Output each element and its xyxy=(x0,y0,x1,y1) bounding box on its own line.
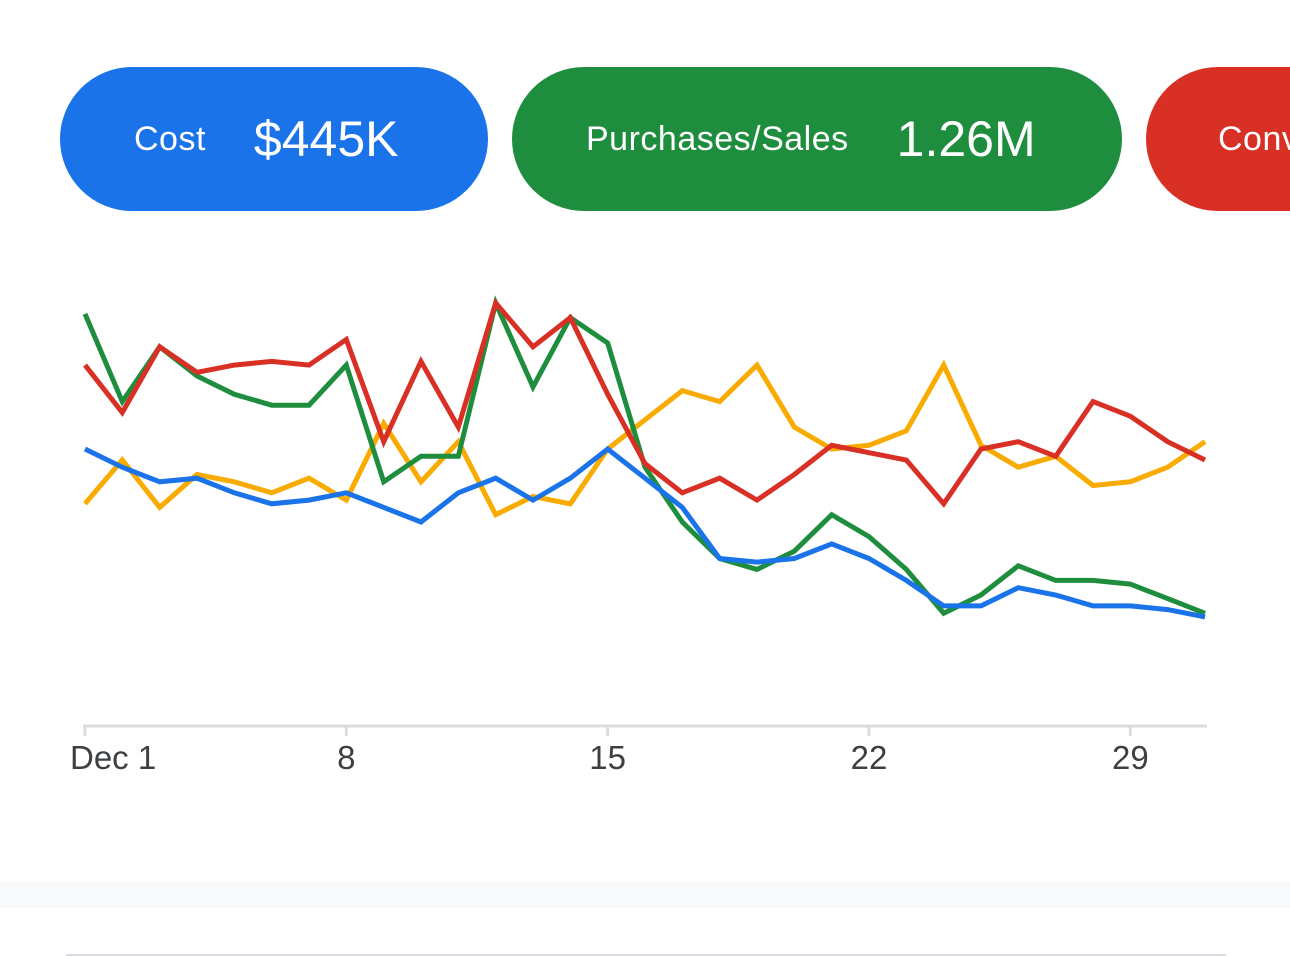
metric-chip-purchases[interactable]: Purchases/Sales 1.26M xyxy=(512,67,1122,211)
x-tick-label: Dec 1 xyxy=(70,739,156,776)
x-tick-label: 15 xyxy=(589,739,626,776)
metric-chip-purchases-value: 1.26M xyxy=(896,111,1036,167)
line-chart-svg: Dec 1 8 15 22 29 xyxy=(70,295,1207,776)
x-tick-label: 22 xyxy=(851,739,888,776)
divider xyxy=(66,954,1226,956)
series-line-4 xyxy=(83,445,1206,620)
metric-chip-cost[interactable]: Cost $445K xyxy=(60,67,488,211)
metric-chip-conversions[interactable]: Conv xyxy=(1146,67,1290,211)
line-chart: Dec 1 8 15 22 29 xyxy=(0,260,1290,800)
series-line-1 xyxy=(83,359,1207,519)
metric-chips: Cost $445K Purchases/Sales 1.26M Conv xyxy=(0,67,1290,211)
metric-chip-cost-label: Cost xyxy=(134,119,206,158)
metric-chip-purchases-label: Purchases/Sales xyxy=(586,119,849,158)
metric-chip-cost-value: $445K xyxy=(253,111,399,167)
section-separator xyxy=(0,882,1290,908)
x-tick-label: 29 xyxy=(1112,739,1149,776)
series-layer xyxy=(82,295,1207,620)
series-line-3 xyxy=(83,297,1207,508)
series-line-2 xyxy=(82,295,1206,617)
x-axis-ticks: Dec 1 8 15 22 29 xyxy=(70,726,1149,776)
metric-chip-conversions-label: Conv xyxy=(1218,119,1290,158)
x-tick-label: 8 xyxy=(337,739,355,776)
